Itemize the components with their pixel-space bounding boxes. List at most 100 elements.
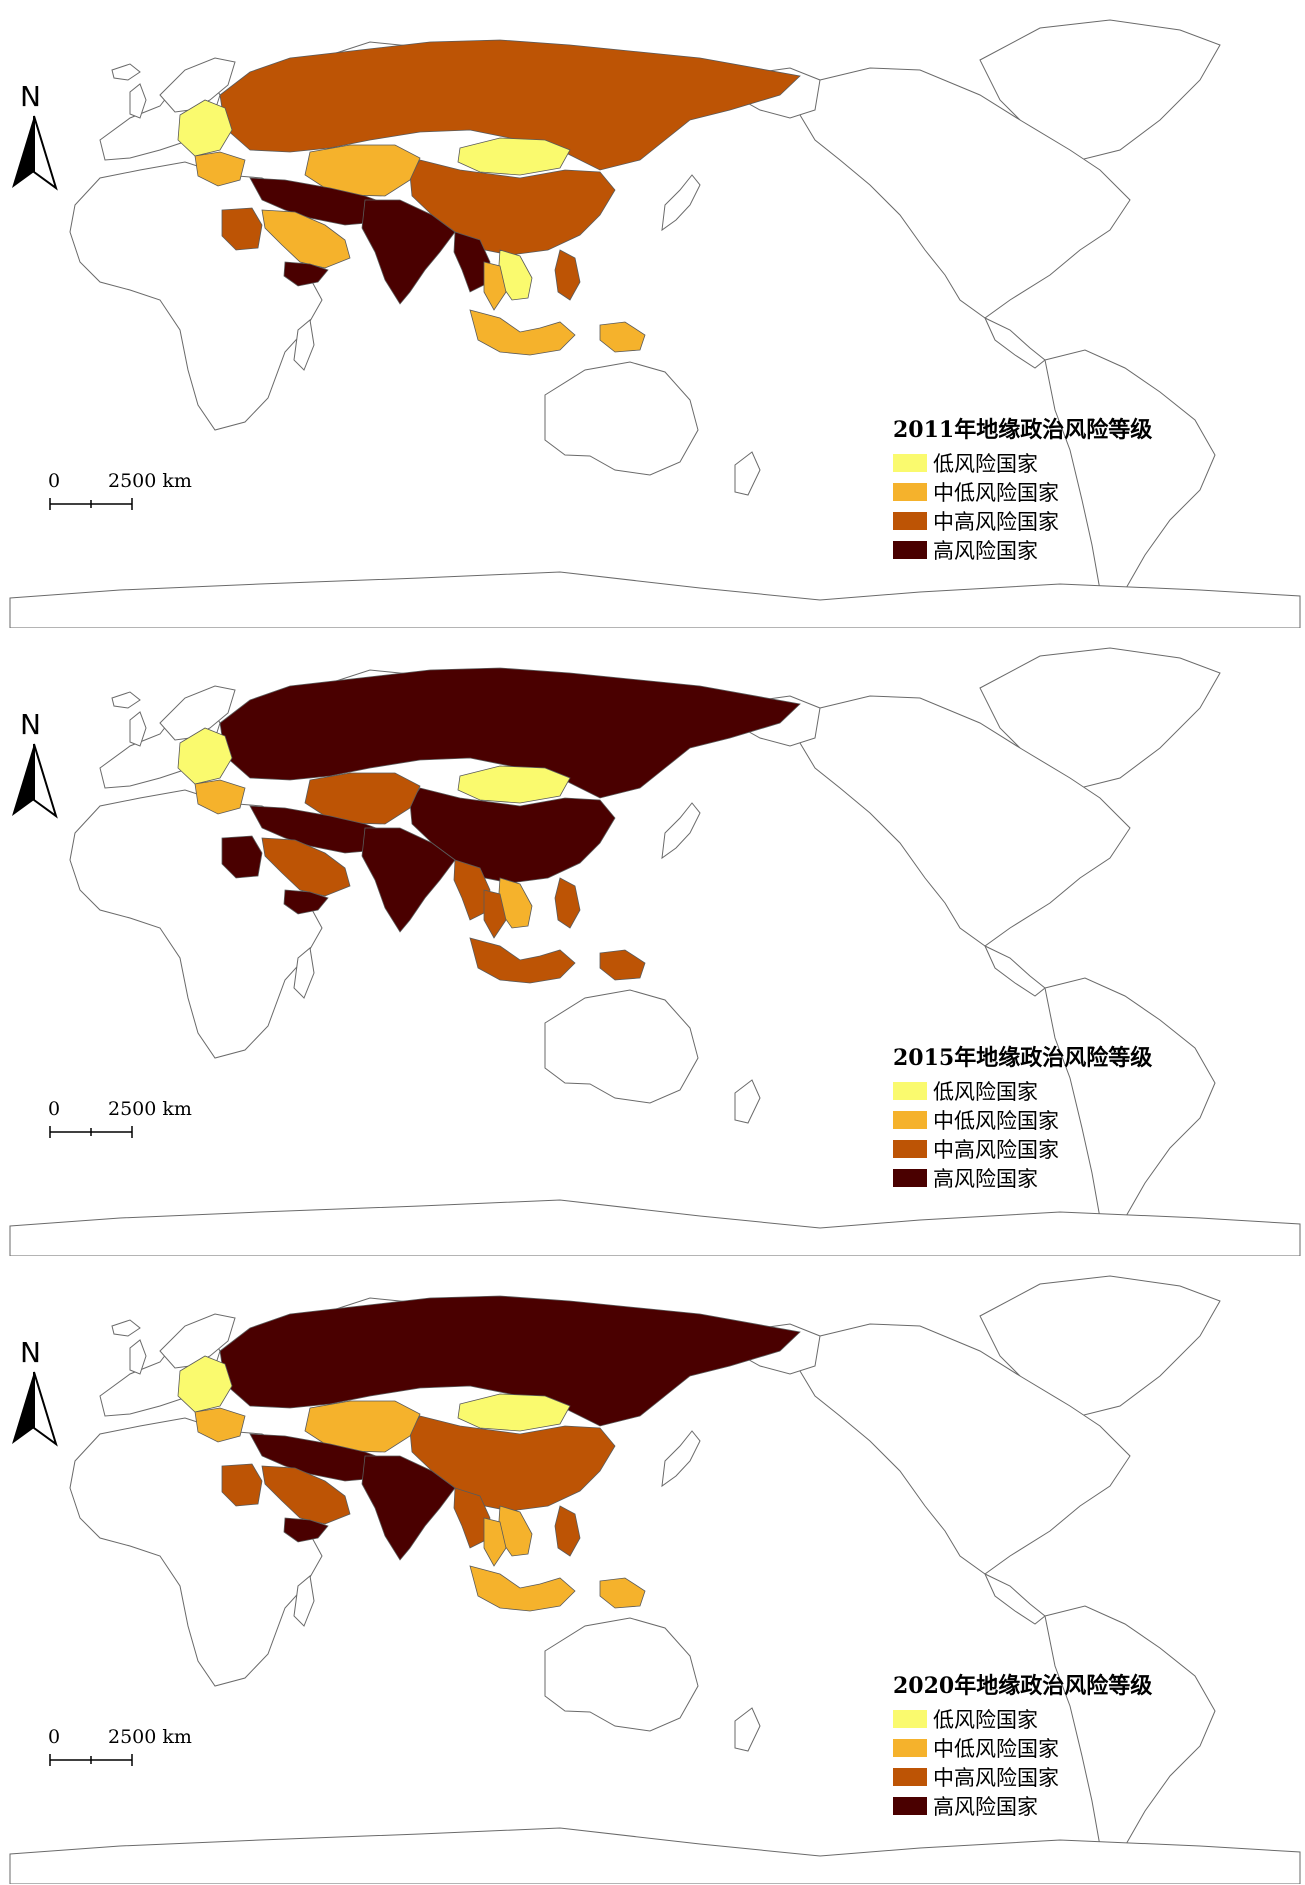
south-america-landmass bbox=[1044, 977, 1216, 1250]
risk-regions bbox=[177, 39, 801, 356]
region-central-asia bbox=[304, 144, 421, 197]
madagascar bbox=[293, 947, 315, 999]
legend-title: 2015年地缘政治风险等级 bbox=[893, 1045, 1153, 1071]
map-panel-1: N 0 2500 km 2011年地缘政治风险等级 低风险国家 中低风险国家 中… bbox=[0, 0, 1305, 628]
region-myanmar bbox=[453, 231, 491, 293]
region-south-asia bbox=[361, 827, 456, 933]
antarctica bbox=[9, 571, 1301, 628]
great-britain bbox=[129, 711, 147, 747]
legend-item-low: 低风险国家 bbox=[893, 1704, 1193, 1733]
scale-bar-icon bbox=[49, 1126, 133, 1138]
map-panel-2: N 0 2500 km 2015年地缘政治风险等级 低风险国家 中低风险国家 中… bbox=[0, 628, 1305, 1256]
region-mongolia bbox=[457, 137, 571, 176]
antarctica bbox=[9, 1827, 1301, 1884]
legend-swatch bbox=[893, 482, 927, 501]
legend: 2015年地缘政治风险等级 低风险国家 中低风险国家 中高风险国家 高风险国家 bbox=[893, 1040, 1193, 1192]
legend-item-medium-high: 中高风险国家 bbox=[893, 1134, 1193, 1163]
legend-item-low: 低风险国家 bbox=[893, 1076, 1193, 1105]
region-russia bbox=[219, 39, 801, 171]
scale-distance-label: 2500 km bbox=[108, 470, 192, 492]
legend-label: 中低风险国家 bbox=[933, 1736, 1059, 1761]
legend-label: 高风险国家 bbox=[933, 1166, 1038, 1191]
region-maritime-se-asia bbox=[469, 1565, 576, 1612]
legend-label: 中高风险国家 bbox=[933, 509, 1059, 534]
scandinavia bbox=[159, 57, 236, 113]
region-central-asia bbox=[304, 772, 421, 825]
map-panel-3: N 0 2500 km 2020年地缘政治风险等级 低风险国家 中低风险国家 中… bbox=[0, 1256, 1305, 1884]
scale-bar: 0 2500 km bbox=[48, 470, 208, 520]
australia-landmass bbox=[544, 989, 699, 1104]
legend-item-high: 高风险国家 bbox=[893, 1163, 1193, 1192]
legend-swatch bbox=[893, 1796, 927, 1815]
legend-item-medium-low: 中低风险国家 bbox=[893, 1105, 1193, 1134]
central-america bbox=[983, 316, 1046, 369]
region-maritime-se-asia bbox=[469, 309, 576, 356]
region-china bbox=[409, 1415, 616, 1512]
australia-landmass bbox=[544, 361, 699, 476]
scale-bar-icon bbox=[49, 1754, 133, 1766]
region-eastern-europe bbox=[177, 727, 233, 785]
region-balkans bbox=[194, 779, 246, 815]
region-china bbox=[409, 787, 616, 884]
legend-label: 中低风险国家 bbox=[933, 1108, 1059, 1133]
australia-landmass bbox=[544, 1617, 699, 1732]
region-png bbox=[599, 949, 646, 981]
legend-label: 中高风险国家 bbox=[933, 1765, 1059, 1790]
north-arrow: N bbox=[10, 1336, 60, 1447]
legend-swatch bbox=[893, 1139, 927, 1158]
world-map bbox=[9, 1275, 1301, 1884]
risk-regions bbox=[177, 1295, 801, 1612]
region-thailand bbox=[483, 889, 507, 939]
legend-swatch bbox=[893, 1738, 927, 1757]
iceland bbox=[111, 63, 141, 81]
region-russia bbox=[219, 1295, 801, 1427]
legend-item-high: 高风险国家 bbox=[893, 1791, 1193, 1820]
great-britain bbox=[129, 1339, 147, 1375]
region-egypt bbox=[221, 835, 263, 879]
scale-distance-label: 2500 km bbox=[108, 1098, 192, 1120]
north-america-landmass bbox=[789, 695, 1131, 947]
legend: 2011年地缘政治风险等级 低风险国家 中低风险国家 中高风险国家 高风险国家 bbox=[893, 412, 1193, 564]
region-myanmar bbox=[453, 1487, 491, 1549]
legend-item-high: 高风险国家 bbox=[893, 535, 1193, 564]
region-eastern-europe bbox=[177, 99, 233, 157]
great-britain bbox=[129, 83, 147, 119]
scale-bar-icon bbox=[49, 498, 133, 510]
region-central-asia bbox=[304, 1400, 421, 1453]
region-mongolia bbox=[457, 765, 571, 804]
legend-item-medium-low: 中低风险国家 bbox=[893, 1733, 1193, 1762]
legend-swatch bbox=[893, 1110, 927, 1129]
madagascar bbox=[293, 1575, 315, 1627]
new-zealand bbox=[734, 451, 761, 496]
region-yemen bbox=[283, 889, 329, 915]
legend: 2020年地缘政治风险等级 低风险国家 中低风险国家 中高风险国家 高风险国家 bbox=[893, 1668, 1193, 1820]
scandinavia bbox=[159, 685, 236, 741]
south-america-landmass bbox=[1044, 1605, 1216, 1878]
base-landmasses bbox=[9, 1275, 1301, 1884]
region-egypt bbox=[221, 207, 263, 251]
region-philippines bbox=[554, 1505, 581, 1557]
region-eastern-europe bbox=[177, 1355, 233, 1413]
legend-item-low: 低风险国家 bbox=[893, 448, 1193, 477]
legend-swatch bbox=[893, 511, 927, 530]
legend-swatch bbox=[893, 1767, 927, 1786]
region-mongolia bbox=[457, 1393, 571, 1432]
legend-label: 中低风险国家 bbox=[933, 480, 1059, 505]
japan bbox=[661, 802, 701, 860]
north-america-landmass bbox=[789, 1323, 1131, 1575]
north-america-landmass bbox=[789, 67, 1131, 319]
legend-swatch bbox=[893, 1081, 927, 1100]
region-yemen bbox=[283, 261, 329, 287]
scale-zero-label: 0 bbox=[48, 1726, 61, 1748]
base-landmasses bbox=[9, 19, 1301, 628]
world-map bbox=[9, 647, 1301, 1256]
japan bbox=[661, 174, 701, 232]
north-arrow-icon bbox=[12, 115, 58, 191]
region-china bbox=[409, 159, 616, 256]
region-arabia bbox=[261, 209, 351, 269]
region-south-asia bbox=[361, 1455, 456, 1561]
region-thailand bbox=[483, 261, 507, 311]
region-philippines bbox=[554, 877, 581, 929]
new-zealand bbox=[734, 1079, 761, 1124]
legend-swatch bbox=[893, 540, 927, 559]
